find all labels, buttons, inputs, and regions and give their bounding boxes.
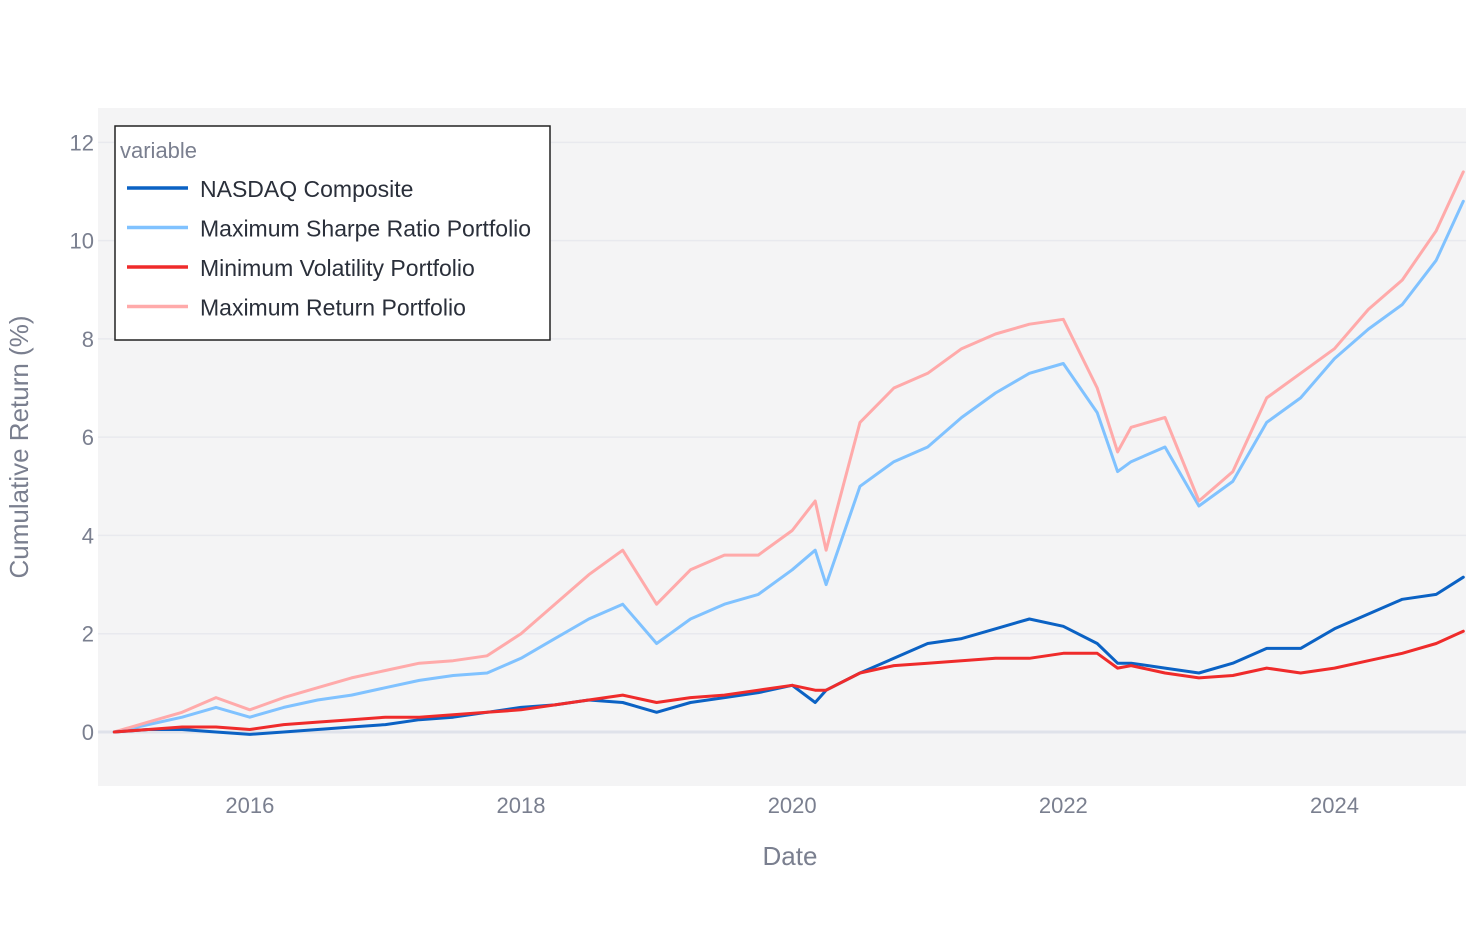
legend-items[interactable]: NASDAQ Composite Maximum Sharpe Ratio Por… [127, 176, 531, 321]
y-tick-label: 6 [82, 425, 94, 450]
y-axis-title: Cumulative Return (%) [4, 316, 34, 579]
series-line-nasdaq-composite[interactable] [112, 575, 1465, 736]
series-line-maximum-sharpe-ratio-portfolio[interactable] [112, 199, 1465, 734]
legend-item[interactable]: Maximum Return Portfolio [127, 295, 466, 321]
y-tick-label: 10 [70, 229, 94, 254]
grid [98, 141, 1466, 734]
x-axis-title: Date [763, 841, 818, 871]
x-tick-label: 2020 [768, 793, 817, 818]
y-axis-ticks: 0 2 4 6 8 10 12 [70, 130, 94, 745]
x-tick-label: 2018 [497, 793, 546, 818]
y-tick-label: 12 [70, 130, 94, 155]
x-axis-ticks: 2016 2018 2020 2022 2024 [225, 793, 1359, 818]
x-tick-label: 2016 [225, 793, 274, 818]
x-tick-label: 2022 [1039, 793, 1088, 818]
legend-box [114, 125, 551, 341]
y-tick-label: 8 [82, 327, 94, 352]
series-line-maximum-return-portfolio[interactable] [112, 170, 1465, 734]
y-tick-label: 4 [82, 523, 94, 548]
legend-label: Maximum Return Portfolio [200, 295, 466, 321]
legend[interactable]: variable NASDAQ Composite Maximum Sharpe … [114, 125, 551, 341]
legend-item[interactable]: NASDAQ Composite [127, 176, 413, 202]
series-lines [112, 170, 1465, 736]
legend-label: NASDAQ Composite [200, 176, 413, 202]
series-line-minimum-volatility-portfolio[interactable] [112, 629, 1465, 734]
legend-label: Minimum Volatility Portfolio [200, 255, 475, 281]
legend-item[interactable]: Minimum Volatility Portfolio [127, 255, 475, 281]
y-tick-label: 0 [82, 720, 94, 745]
legend-title: variable [120, 138, 197, 163]
legend-label: Maximum Sharpe Ratio Portfolio [200, 216, 531, 242]
x-tick-label: 2024 [1310, 793, 1359, 818]
y-tick-label: 2 [82, 622, 94, 647]
legend-item[interactable]: Maximum Sharpe Ratio Portfolio [127, 216, 531, 242]
